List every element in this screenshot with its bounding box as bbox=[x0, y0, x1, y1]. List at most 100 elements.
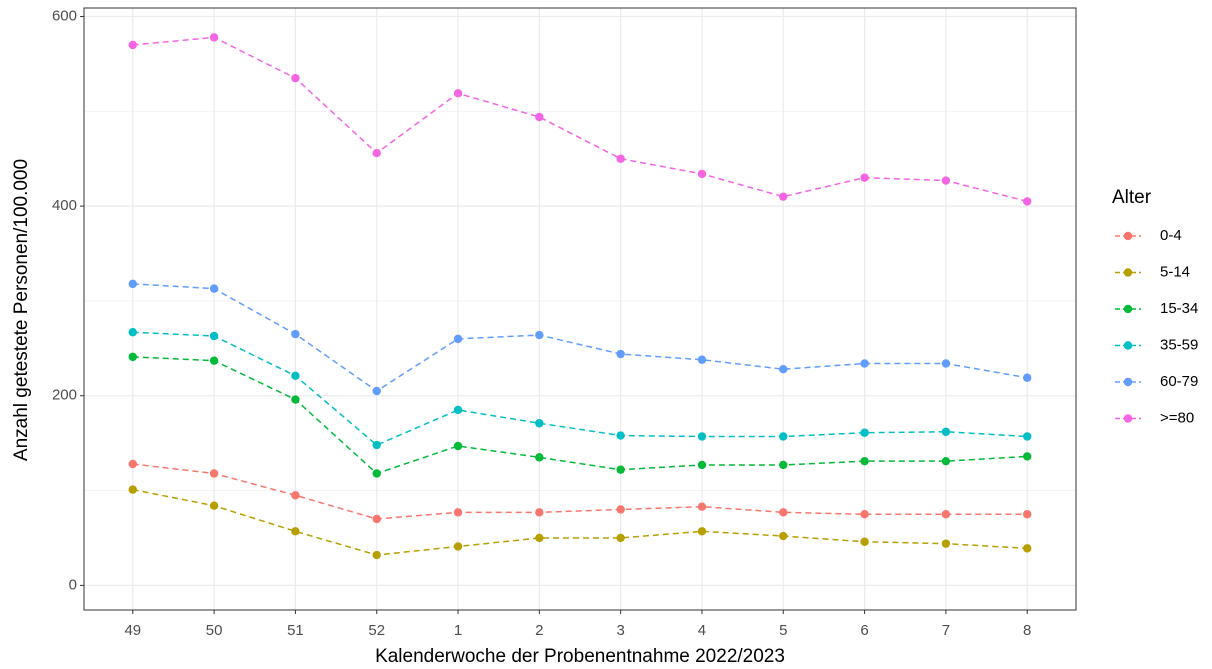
legend-label: 15-34 bbox=[1160, 300, 1198, 317]
data-point bbox=[779, 432, 788, 441]
legend-key-point bbox=[1123, 377, 1133, 387]
data-point bbox=[453, 89, 463, 98]
legend-label: 60-79 bbox=[1160, 373, 1198, 390]
data-point bbox=[941, 510, 951, 519]
x-tick-label: 5 bbox=[779, 622, 787, 639]
data-point bbox=[779, 460, 788, 470]
x-tick-label: 49 bbox=[124, 622, 141, 639]
data-point bbox=[535, 112, 544, 122]
data-point bbox=[779, 192, 788, 201]
x-tick-label: 51 bbox=[287, 622, 304, 639]
series-line bbox=[132, 331, 1028, 446]
data-point bbox=[1023, 373, 1032, 382]
data-point bbox=[535, 419, 544, 428]
data-point bbox=[697, 502, 707, 511]
data-point bbox=[616, 154, 625, 163]
data-point bbox=[616, 465, 625, 474]
series-line bbox=[132, 463, 1028, 520]
legend-title: Alter bbox=[1112, 187, 1152, 208]
data-point bbox=[209, 33, 219, 42]
data-point bbox=[372, 148, 381, 158]
data-point bbox=[535, 508, 544, 517]
legend-key-point bbox=[1123, 414, 1133, 423]
data-point bbox=[209, 331, 219, 341]
data-point bbox=[372, 469, 381, 478]
x-tick-label: 50 bbox=[206, 622, 223, 639]
data-point bbox=[779, 531, 788, 541]
data-point bbox=[128, 352, 137, 362]
data-point bbox=[535, 330, 544, 340]
data-point bbox=[291, 491, 300, 500]
x-tick-label: 2 bbox=[535, 622, 543, 639]
legend-key-point bbox=[1123, 304, 1133, 314]
legend-label: 0-4 bbox=[1160, 227, 1182, 244]
data-point bbox=[941, 539, 951, 548]
data-point bbox=[128, 459, 137, 469]
data-point bbox=[860, 359, 869, 368]
data-point bbox=[941, 176, 951, 185]
data-point bbox=[372, 550, 381, 560]
data-point bbox=[372, 514, 381, 524]
x-tick-label: 1 bbox=[454, 622, 462, 639]
series-line bbox=[132, 488, 1028, 556]
data-point bbox=[1023, 432, 1032, 441]
y-tick-label: 600 bbox=[52, 8, 77, 25]
x-tick-label: 4 bbox=[698, 622, 706, 639]
data-point bbox=[209, 356, 219, 365]
data-point bbox=[291, 329, 300, 339]
data-point bbox=[1023, 544, 1032, 553]
data-point bbox=[209, 284, 219, 293]
data-point bbox=[860, 456, 869, 466]
data-point bbox=[291, 371, 300, 381]
data-point bbox=[779, 508, 788, 517]
data-point bbox=[1023, 510, 1032, 519]
data-point bbox=[697, 460, 707, 470]
legend-label: 35-59 bbox=[1160, 336, 1198, 353]
data-point bbox=[535, 533, 544, 543]
data-point bbox=[372, 386, 381, 396]
legend-key-point bbox=[1123, 231, 1133, 241]
data-point bbox=[697, 355, 707, 364]
data-point bbox=[453, 334, 463, 344]
data-point bbox=[616, 349, 625, 359]
data-point bbox=[941, 427, 951, 436]
x-axis-title: Kalenderwoche der Probenentnahme 2022/20… bbox=[375, 646, 785, 667]
legend-key-point bbox=[1123, 268, 1133, 277]
data-point bbox=[860, 537, 869, 546]
legend-label: 5-14 bbox=[1160, 263, 1190, 280]
data-point bbox=[453, 441, 463, 451]
x-tick-label: 3 bbox=[616, 622, 624, 639]
series-line bbox=[132, 356, 1028, 475]
data-point bbox=[209, 501, 219, 510]
data-point bbox=[697, 169, 707, 179]
y-axis-title: Anzahl getestete Personen/100.000 bbox=[11, 159, 32, 461]
data-point bbox=[860, 428, 869, 437]
data-point bbox=[779, 365, 788, 374]
data-point bbox=[372, 440, 381, 450]
data-point bbox=[535, 453, 544, 462]
data-point bbox=[209, 469, 219, 478]
data-point bbox=[697, 432, 707, 441]
data-point bbox=[291, 395, 300, 404]
panel-border bbox=[83, 7, 1077, 611]
data-point bbox=[616, 431, 625, 440]
data-point bbox=[860, 510, 869, 519]
series-line bbox=[132, 283, 1028, 392]
data-point bbox=[616, 505, 625, 514]
y-tick-label: 200 bbox=[52, 387, 77, 404]
x-tick-label: 7 bbox=[942, 622, 950, 639]
data-point bbox=[128, 40, 137, 50]
x-tick-label: 8 bbox=[1023, 622, 1031, 639]
legend-label: >=80 bbox=[1160, 409, 1194, 426]
data-point bbox=[291, 73, 300, 83]
data-point bbox=[128, 328, 137, 337]
data-point bbox=[453, 405, 463, 415]
data-point bbox=[697, 527, 707, 536]
legend-key-point bbox=[1123, 341, 1133, 350]
data-point bbox=[453, 542, 463, 551]
data-point bbox=[941, 359, 951, 368]
data-point bbox=[860, 173, 869, 182]
x-tick-label: 52 bbox=[368, 622, 385, 639]
data-point bbox=[453, 508, 463, 517]
